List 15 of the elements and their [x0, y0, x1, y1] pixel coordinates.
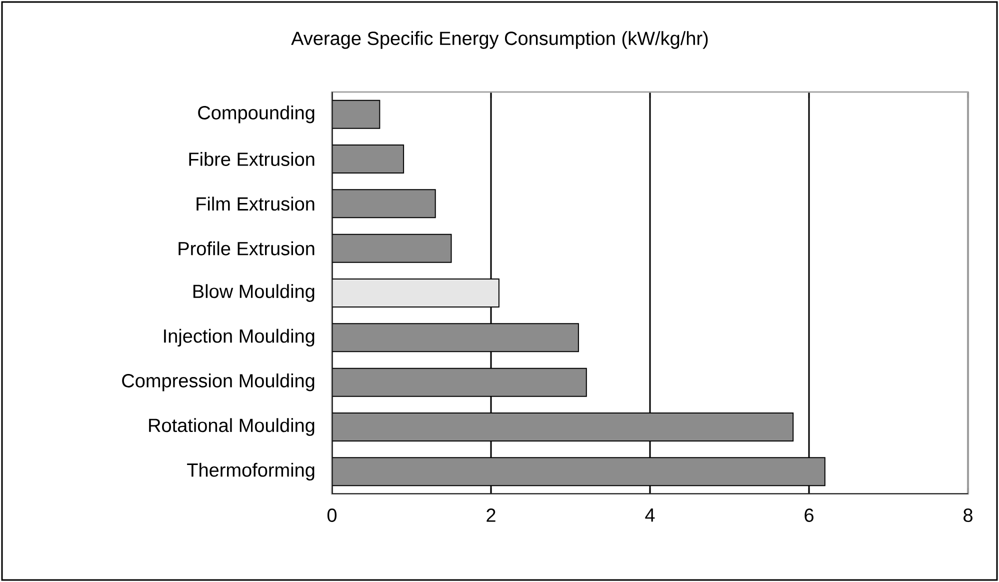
y-tick-label: Injection Moulding: [164, 328, 314, 347]
y-tick-label: Compounding: [198, 105, 314, 124]
x-tick-label: 4: [645, 508, 655, 522]
chart-title: Average Specific Energy Consumption (kW/kg/hr): [291, 31, 708, 49]
x-tick-label: 0: [327, 508, 337, 522]
x-tick-label: 8: [964, 508, 972, 522]
x-tick-label: 6: [804, 508, 814, 522]
y-tick-label: Thermoforming: [187, 462, 314, 481]
y-tick-label: Fibre Extrusion: [189, 152, 314, 166]
y-tick-label: Rotational Moulding: [149, 418, 314, 436]
y-tick-label: Blow Moulding: [193, 284, 314, 302]
y-tick-label: Film Extrusion: [196, 196, 314, 211]
x-tick-label: 2: [486, 508, 496, 522]
y-tick-label: Compression Moulding: [122, 373, 314, 392]
y-tick-label: Profile Extrusion: [178, 241, 314, 256]
